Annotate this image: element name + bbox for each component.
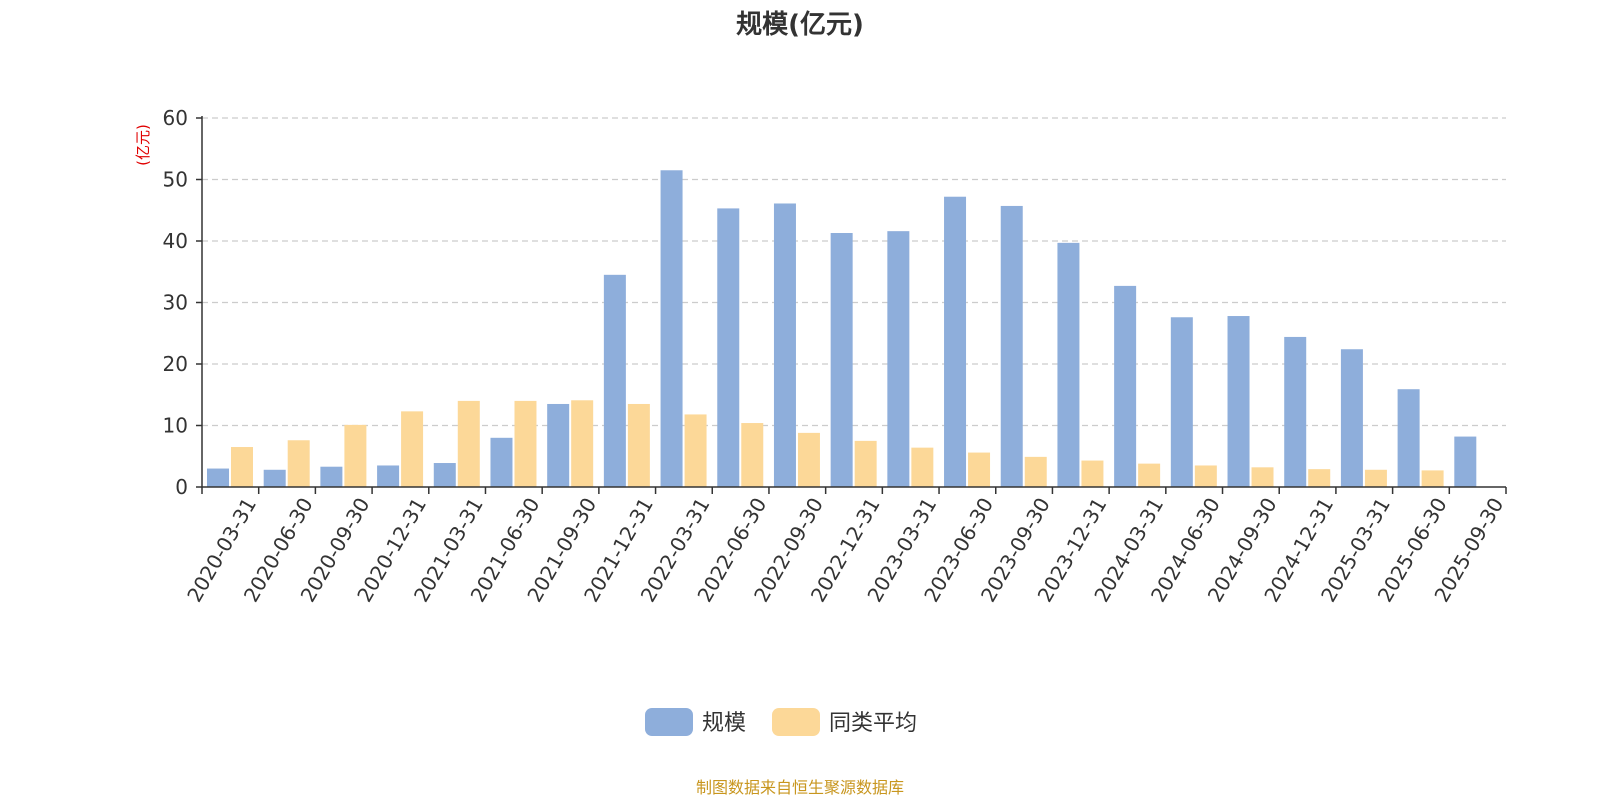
bar-category-average: [1194, 465, 1217, 487]
bar-category-average: [968, 452, 991, 487]
bar-category-average: [1251, 467, 1274, 487]
bar-category-average: [514, 400, 537, 487]
y-tick-label: 10: [163, 414, 188, 438]
bar-category-average: [231, 447, 253, 487]
legend-swatch: [772, 708, 820, 736]
bar-scale: [887, 231, 910, 487]
bar-scale: [547, 403, 570, 487]
bar-scale: [1057, 242, 1080, 487]
bar-category-average: [797, 432, 820, 487]
bar-scale: [944, 196, 967, 487]
bar-scale: [263, 469, 286, 487]
legend-label: 同类平均: [829, 711, 917, 736]
bar-category-average: [1024, 456, 1047, 487]
bar-category-average: [684, 414, 707, 487]
bars: [207, 170, 1477, 488]
bar-category-average: [287, 440, 310, 487]
bar-scale: [1284, 336, 1307, 487]
y-tick-label: 40: [163, 229, 188, 253]
bar-category-average: [854, 440, 877, 487]
legend-label: 规模: [702, 711, 746, 736]
bar-scale: [717, 208, 740, 487]
bar-scale: [1114, 285, 1137, 487]
y-tick-label: 60: [163, 106, 188, 130]
bar-scale: [490, 437, 513, 487]
bar-category-average: [1081, 460, 1104, 487]
bar-scale: [1397, 389, 1420, 487]
bar-category-average: [457, 400, 480, 487]
y-axis-unit-label: (亿元): [134, 124, 152, 166]
bar-scale: [1227, 316, 1250, 487]
bar-category-average: [1421, 470, 1444, 487]
bar-category-average: [741, 423, 764, 487]
bar-scale: [660, 170, 683, 487]
bar-scale: [1000, 205, 1023, 487]
legend[interactable]: 规模 同类平均: [645, 708, 917, 736]
bar-category-average: [1364, 469, 1387, 487]
bar-scale: [207, 468, 229, 487]
y-tick-label: 50: [163, 168, 188, 192]
bar-scale: [1340, 349, 1363, 487]
y-tick-label: 0: [175, 475, 188, 499]
bar-scale: [773, 203, 796, 488]
bar-scale: [320, 466, 343, 487]
y-tick-label: 20: [163, 352, 188, 376]
chart-title: 规模(亿元): [736, 10, 864, 40]
bar-scale: [1454, 436, 1477, 487]
bar-category-average: [627, 403, 650, 487]
bar-scale: [377, 465, 400, 487]
bar-category-average: [571, 400, 594, 487]
bar-scale: [603, 274, 626, 487]
bar-scale: [1170, 317, 1193, 487]
y-tick-label: 30: [163, 291, 188, 315]
gridlines: [202, 117, 1506, 427]
bar-category-average: [911, 447, 934, 487]
bar-scale: [830, 233, 853, 487]
bar-category-average: [344, 424, 367, 487]
legend-swatch: [645, 708, 693, 736]
source-note: 制图数据来自恒生聚源数据库: [696, 778, 904, 797]
bar-category-average: [401, 411, 424, 487]
bar-category-average: [1138, 463, 1161, 487]
bar-scale: [433, 463, 456, 487]
bar-category-average: [1308, 469, 1331, 487]
